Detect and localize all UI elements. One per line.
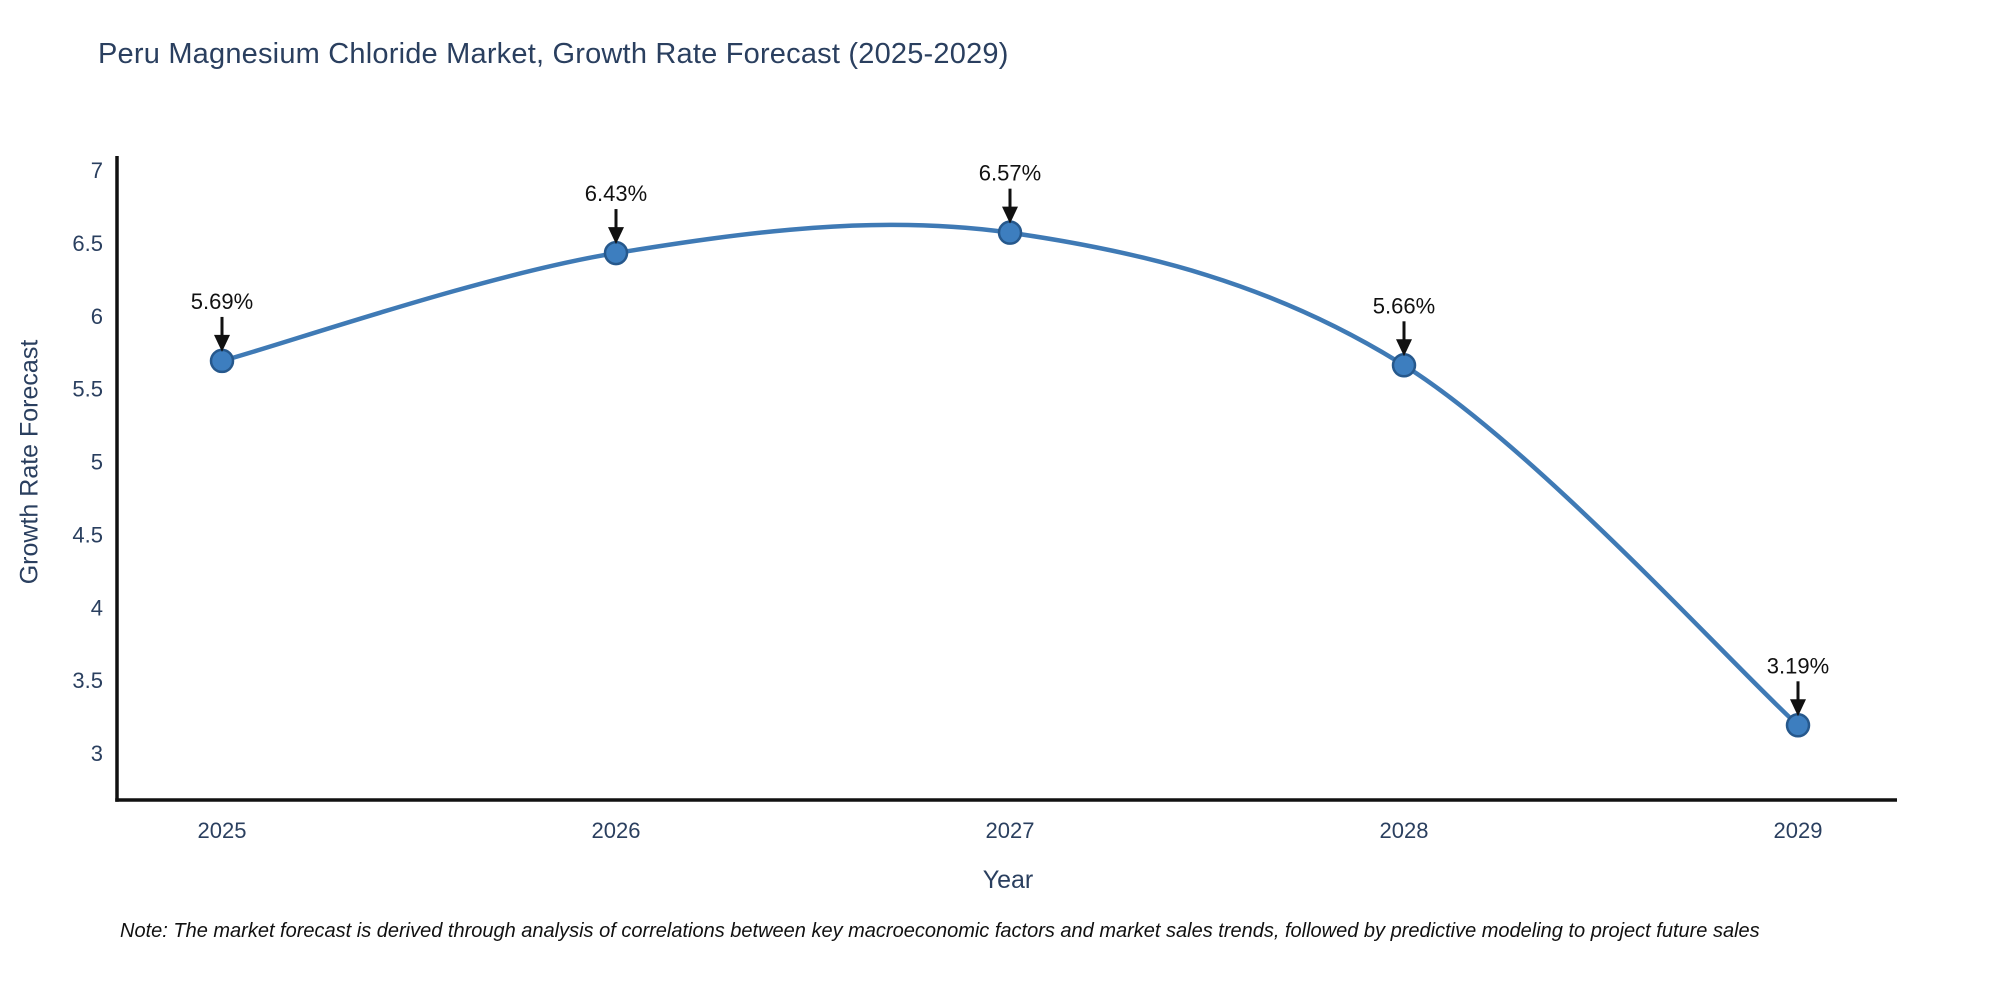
x-tick-label: 2029 <box>1774 818 1823 843</box>
point-value-label: 6.43% <box>585 181 647 206</box>
annotation-arrow-head <box>214 334 230 352</box>
point-value-label: 5.66% <box>1373 293 1435 318</box>
footnote: Note: The market forecast is derived thr… <box>120 920 1760 942</box>
chart-title: Peru Magnesium Chloride Market, Growth R… <box>98 38 1009 70</box>
x-tick-label: 2027 <box>986 818 1035 843</box>
x-tick-label: 2026 <box>592 818 641 843</box>
y-tick-label: 7 <box>91 158 103 183</box>
annotation-arrow-head <box>608 227 624 245</box>
annotation-arrow-head <box>1002 206 1018 224</box>
data-point-marker <box>603 240 629 266</box>
y-tick-label: 3.5 <box>72 668 103 693</box>
data-point-marker <box>997 220 1023 245</box>
x-axis-title: Year <box>982 866 1034 894</box>
y-tick-label: 6.5 <box>72 231 103 256</box>
y-tick-label: 4 <box>91 595 103 620</box>
x-tick-label: 2028 <box>1380 818 1429 843</box>
y-tick-label: 6 <box>91 304 103 329</box>
forecast-line <box>219 222 1801 728</box>
point-value-label: 5.69% <box>191 289 253 314</box>
point-value-label: 3.19% <box>1767 653 1829 678</box>
data-point-marker <box>209 348 235 374</box>
point-value-label: 6.57% <box>979 161 1041 186</box>
data-point-marker <box>1785 713 1811 738</box>
annotation-arrow-head <box>1396 339 1412 357</box>
y-tick-label: 3 <box>91 741 103 766</box>
x-tick-label: 2025 <box>198 818 247 843</box>
annotation-arrow-head <box>1790 699 1806 717</box>
y-tick-label: 5 <box>91 450 103 475</box>
y-tick-label: 5.5 <box>72 377 103 402</box>
y-tick-label: 4.5 <box>72 522 103 547</box>
data-point-marker <box>1391 353 1417 378</box>
